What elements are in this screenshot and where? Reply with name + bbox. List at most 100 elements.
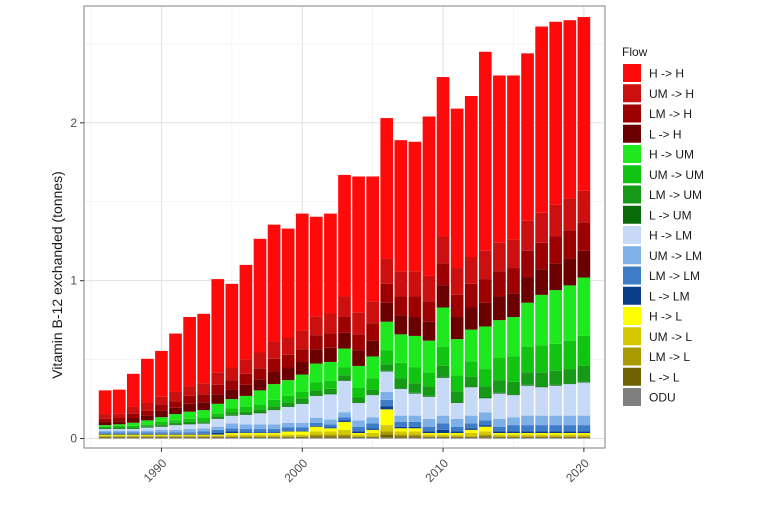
bar-segment <box>507 436 520 437</box>
bar-segment <box>549 263 563 291</box>
bar-segment <box>225 428 239 432</box>
bar-segment <box>493 242 506 272</box>
bar-segment <box>211 437 225 439</box>
bar-segment <box>211 418 225 427</box>
bar-segment <box>478 51 492 251</box>
bar-segment <box>183 421 196 424</box>
bar-segment <box>338 412 351 418</box>
bar-segment <box>281 380 295 396</box>
bar-segment <box>183 433 196 435</box>
bar-segment <box>253 238 267 353</box>
bars <box>98 17 591 439</box>
bar-segment <box>436 263 450 286</box>
bar-segment <box>267 371 281 385</box>
bar-segment <box>338 436 351 438</box>
bar-segment <box>408 383 422 393</box>
bar-segment <box>380 118 394 259</box>
bar-segment <box>267 384 281 400</box>
bar-segment <box>197 313 211 384</box>
bar-segment <box>239 437 253 439</box>
bar-segment <box>253 352 267 369</box>
bar-segment <box>436 236 450 264</box>
bar-segment <box>225 436 239 438</box>
bar-segment <box>211 426 225 430</box>
bar-segment <box>267 436 281 437</box>
bar-segment <box>324 333 337 348</box>
bar-segment <box>436 77 450 237</box>
bar-segment <box>394 426 408 429</box>
bar-segment <box>535 212 548 243</box>
bar-segment <box>225 431 239 434</box>
bar-segment <box>408 316 422 336</box>
bar-segment <box>310 426 323 432</box>
legend-label: LM -> L <box>649 350 690 364</box>
bar-segment <box>549 437 563 439</box>
bar-segment <box>239 373 253 385</box>
bar-segment <box>295 398 309 404</box>
bar-segment <box>549 436 563 438</box>
bar-segment <box>98 434 112 436</box>
bar-segment <box>464 386 478 388</box>
bar-segment <box>493 271 506 297</box>
bar-segment <box>366 323 379 341</box>
bar-segment <box>366 433 379 437</box>
bar-segment <box>295 330 309 350</box>
legend-key <box>623 165 641 184</box>
bar-segment <box>478 426 492 432</box>
bar-segment <box>422 396 436 419</box>
bar-segment <box>169 436 182 438</box>
bar-segment <box>169 437 182 439</box>
bar-segment <box>493 320 506 359</box>
bar-segment <box>464 429 478 434</box>
bar-segment <box>394 378 408 389</box>
bar-segment <box>549 21 563 205</box>
bar-segment <box>239 395 253 407</box>
bar-segment <box>521 436 534 437</box>
bar-segment <box>141 436 154 438</box>
bar-segment <box>225 437 239 439</box>
bar-segment <box>183 418 196 422</box>
bar-segment <box>225 412 239 415</box>
bar-segment <box>183 423 196 425</box>
bar-segment <box>380 406 394 410</box>
bar-segment <box>464 433 478 437</box>
bar-segment <box>422 426 436 432</box>
bar-segment <box>436 346 450 366</box>
bar-segment <box>478 326 492 370</box>
bar-segment <box>295 403 309 423</box>
bar-segment <box>169 424 182 426</box>
legend-label: L -> LM <box>649 289 690 303</box>
bar-segment <box>450 433 464 435</box>
bar-segment <box>126 436 140 438</box>
legend-label: UM -> LM <box>649 249 702 263</box>
x-tick-label: 2000 <box>282 456 311 485</box>
bar-segment <box>422 434 436 437</box>
bar-segment <box>197 410 211 419</box>
bar-segment <box>141 424 154 426</box>
bar-segment <box>225 434 239 437</box>
legend-key <box>623 205 641 224</box>
bar-segment <box>225 367 239 381</box>
bar-segment <box>267 433 281 435</box>
bar-segment <box>225 380 239 390</box>
bar-segment <box>98 436 112 438</box>
bar-segment <box>295 391 309 399</box>
bar-segment <box>366 437 379 439</box>
bar-segment <box>281 434 295 437</box>
bar-segment <box>98 390 112 415</box>
bar-segment <box>225 399 239 409</box>
bar-segment <box>380 437 394 439</box>
bar-segment <box>239 414 253 415</box>
bar-segment <box>98 432 112 434</box>
bar-segment <box>310 437 323 439</box>
bar-segment <box>408 141 422 272</box>
bar-segment <box>436 437 450 439</box>
bar-segment <box>478 420 492 426</box>
bar-segment <box>98 421 112 426</box>
bar-segment <box>366 340 379 357</box>
bar-segment <box>577 415 591 426</box>
bar-segment <box>521 436 534 438</box>
bar-segment <box>521 277 534 303</box>
bar-segment <box>112 427 126 429</box>
bar-segment <box>563 431 577 434</box>
